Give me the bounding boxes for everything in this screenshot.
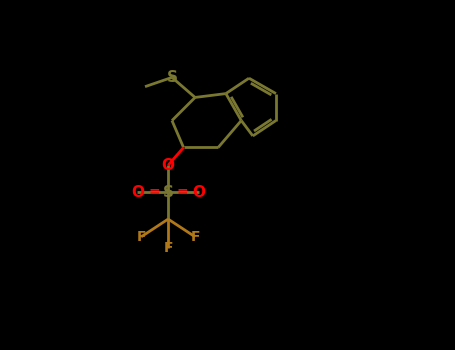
Text: O: O — [162, 158, 175, 173]
Text: S: S — [167, 70, 177, 85]
Text: =: = — [148, 185, 160, 199]
Text: F: F — [136, 230, 146, 244]
Text: O: O — [192, 185, 205, 200]
Text: =: = — [176, 185, 188, 199]
Text: S: S — [162, 185, 174, 200]
Text: F: F — [190, 230, 200, 244]
Text: F: F — [163, 241, 173, 255]
Text: O: O — [131, 185, 144, 200]
